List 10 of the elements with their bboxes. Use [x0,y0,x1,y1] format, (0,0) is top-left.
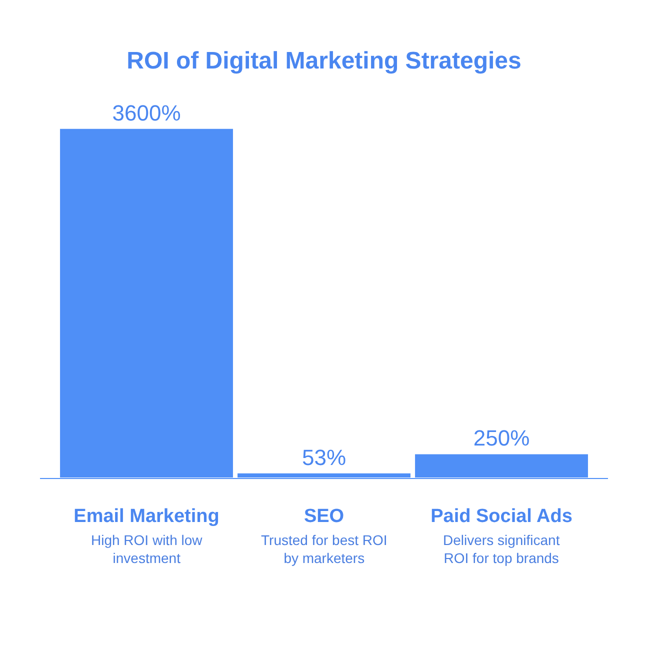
text: High ROI with low investment [91,532,204,566]
data-label: 3600% [112,100,181,126]
data-label: 250% [473,426,530,451]
chart-title: ROI of Digital Marketing Strategies [126,48,522,75]
data-label: 53% [302,444,346,470]
x-tick-label: Email Marketing [74,506,220,527]
x-tick-label: SEO [304,506,344,527]
text: Delivers significant ROI for top brands [443,532,560,566]
text: Trusted for best ROI by marketers [261,532,388,566]
x-tick-label: Paid Social Ads [430,506,572,527]
